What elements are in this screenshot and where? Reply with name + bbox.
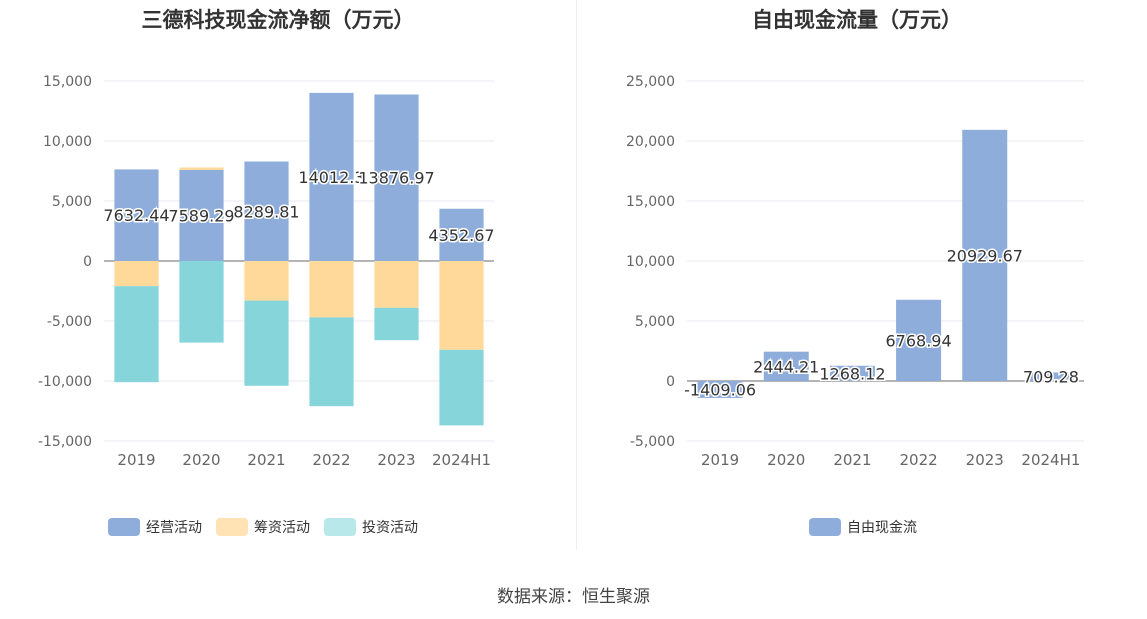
y-tick-label: 0 <box>83 254 92 270</box>
left-legend: 经营活动 筹资活动 投资活动 <box>108 517 432 537</box>
bar-operating-2020[interactable] <box>179 169 224 261</box>
y-tick-label: 10,000 <box>43 134 92 150</box>
x-tick-label: 2022 <box>899 451 937 469</box>
y-tick-label: 15,000 <box>626 194 675 210</box>
data-label: 13876.97 <box>358 169 434 188</box>
data-label: -1409.06 <box>684 380 756 399</box>
bar-free_cash_flow-2020[interactable] <box>763 351 809 381</box>
x-tick-label: 2020 <box>767 451 805 469</box>
y-tick-label: 15,000 <box>43 74 92 90</box>
legend-item-operating[interactable]: 经营活动 <box>108 517 202 537</box>
data-label: 14012.3 <box>298 168 364 187</box>
y-tick-label: -5,000 <box>47 314 92 330</box>
bar-financing-2024H1[interactable] <box>439 261 484 350</box>
bar-investing-2022[interactable] <box>309 317 354 407</box>
bar-financing-2019[interactable] <box>114 261 159 287</box>
data-label: 7632.44 <box>103 206 169 225</box>
y-tick-label: 10,000 <box>626 254 675 270</box>
bar-free_cash_flow-2019[interactable] <box>697 381 743 398</box>
y-tick-label: 5,000 <box>635 314 675 330</box>
legend-item-free-cash-flow[interactable]: 自由现金流 <box>809 517 917 537</box>
bar-investing-2019[interactable] <box>114 286 159 383</box>
data-source-note: 数据来源：恒生聚源 <box>497 587 650 607</box>
data-label: 2444.21 <box>753 357 819 376</box>
x-tick-label: 2020 <box>182 451 220 469</box>
bar-operating-2024H1[interactable] <box>439 208 484 261</box>
x-tick-label: 2023 <box>377 451 415 469</box>
right-chart-title: 自由现金流量（万元） <box>752 8 962 32</box>
bar-financing-2020[interactable] <box>179 167 224 170</box>
x-tick-label: 2022 <box>312 451 350 469</box>
bar-investing-2023[interactable] <box>374 307 419 341</box>
x-tick-label: 2021 <box>833 451 871 469</box>
data-label: 4352.67 <box>428 226 494 245</box>
x-tick-label: 2021 <box>247 451 285 469</box>
legend-label-financing: 筹资活动 <box>254 520 310 536</box>
y-tick-label: -15,000 <box>38 434 92 450</box>
bar-operating-2021[interactable] <box>244 161 289 261</box>
bar-operating-2022[interactable] <box>309 92 354 261</box>
data-label: 6768.94 <box>885 331 951 350</box>
legend-item-financing[interactable]: 筹资活动 <box>216 517 310 537</box>
free-cash-flow-chart: 25,000 20,000 15,000 10,000 5,000 0 -5,000 2019… <box>626 74 1084 469</box>
bar-free_cash_flow-2021[interactable] <box>829 365 875 381</box>
y-tick-label: 0 <box>666 374 675 390</box>
x-tick-label: 2023 <box>966 451 1004 469</box>
legend-label-operating: 经营活动 <box>146 520 202 536</box>
bar-free_cash_flow-2024H1[interactable] <box>1028 372 1074 381</box>
legend-item-investing[interactable]: 投资活动 <box>324 517 418 537</box>
x-tick-label: 2024H1 <box>432 451 491 469</box>
data-label: 8289.81 <box>233 202 299 221</box>
y-tick-label: 5,000 <box>52 194 92 210</box>
x-tick-label: 2024H1 <box>1021 451 1080 469</box>
y-tick-label: 25,000 <box>626 74 675 90</box>
data-label: 20929.67 <box>947 246 1023 265</box>
y-tick-label: -5,000 <box>630 434 675 450</box>
panel-divider <box>576 0 577 550</box>
legend-label-investing: 投资活动 <box>362 520 418 536</box>
y-tick-label: -10,000 <box>38 374 92 390</box>
data-label: 1268.12 <box>819 364 885 383</box>
bar-investing-2020[interactable] <box>179 261 224 343</box>
bar-investing-2021[interactable] <box>244 300 289 386</box>
legend-swatch-operating <box>108 518 140 536</box>
bar-financing-2021[interactable] <box>244 261 289 301</box>
bar-operating-2023[interactable] <box>374 94 419 262</box>
bar-free_cash_flow-2022[interactable] <box>896 299 942 381</box>
legend-swatch-investing <box>324 518 356 536</box>
bar-financing-2023[interactable] <box>374 261 419 308</box>
cash-flow-net-chart: 15,000 10,000 5,000 0 -5,000 -10,000 -15,000 20… <box>38 74 496 469</box>
bar-financing-2022[interactable] <box>309 261 354 318</box>
data-label: 7589.29 <box>168 206 234 225</box>
right-legend: 自由现金流 <box>809 517 931 537</box>
data-label: 709.28 <box>1023 368 1079 387</box>
bar-free_cash_flow-2023[interactable] <box>962 129 1008 381</box>
legend-swatch-financing <box>216 518 248 536</box>
legend-label-free-cash-flow: 自由现金流 <box>847 520 917 536</box>
x-tick-label: 2019 <box>117 451 155 469</box>
y-tick-label: 20,000 <box>626 134 675 150</box>
bar-investing-2024H1[interactable] <box>439 349 484 426</box>
bar-operating-2019[interactable] <box>114 169 159 261</box>
legend-swatch-free-cash-flow <box>809 518 841 536</box>
x-tick-label: 2019 <box>701 451 739 469</box>
left-chart-title: 三德科技现金流净额（万元） <box>141 8 415 32</box>
